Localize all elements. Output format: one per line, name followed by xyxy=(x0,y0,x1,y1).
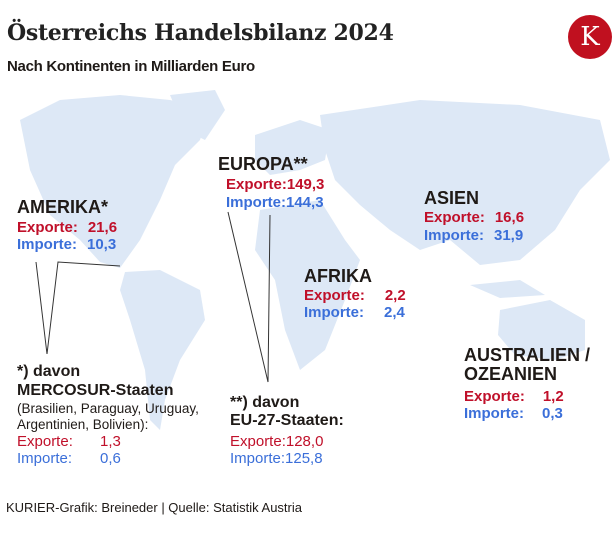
australien-heading: AUSTRALIEN / xyxy=(464,345,590,365)
mercosur-footnote-title: *) davon xyxy=(17,363,81,380)
africa-shape xyxy=(255,200,360,370)
kurier-logo: K xyxy=(568,15,612,59)
afrika-exports: Exporte: 2,2 xyxy=(304,287,406,304)
mercosur-countries-line2: Argentinien, Bolivien): xyxy=(17,417,149,432)
export-label: Exporte: xyxy=(17,219,78,236)
export-label: Exporte: xyxy=(424,209,485,226)
north-america-shape xyxy=(20,95,210,268)
australia-shape xyxy=(498,300,585,360)
export-value: 149,3 xyxy=(286,176,325,193)
export-label: Exporte: xyxy=(226,176,287,193)
export-value: 1,2 xyxy=(542,388,564,405)
europe-shape xyxy=(255,120,330,175)
europa-imports: Importe:144,3 xyxy=(226,194,324,211)
import-label: Importe: xyxy=(304,304,364,321)
import-value: 2,4 xyxy=(384,304,405,321)
mercosur-imports: Importe: 0,6 xyxy=(17,450,121,467)
asia-shape xyxy=(320,100,610,265)
import-label: Importe: xyxy=(17,236,77,253)
page-title: Österreichs Handelsbilanz 2024 xyxy=(7,20,394,46)
import-value: 125,8 xyxy=(285,450,323,467)
mercosur-countries-line1: (Brasilien, Paraguay, Uruguay, xyxy=(17,401,199,416)
import-value: 144,3 xyxy=(286,194,324,211)
import-label: Importe: xyxy=(230,450,286,467)
europa-leader-line xyxy=(227,211,271,383)
amerika-exports: Exporte: 21,6 xyxy=(17,219,117,236)
greenland-shape xyxy=(170,90,225,140)
export-value: 21,6 xyxy=(87,219,118,236)
export-label: Exporte: xyxy=(304,287,365,304)
asien-exports: Exporte: 16,6 xyxy=(424,209,524,226)
south-america-shape xyxy=(120,270,205,430)
amerika-imports: Importe: 10,3 xyxy=(17,236,116,253)
export-label: Exporte: xyxy=(17,433,73,450)
asien-imports: Importe: 31,9 xyxy=(424,227,523,244)
page-subtitle: Nach Kontinenten in Milliarden Euro xyxy=(7,58,255,75)
eu27-imports: Importe:125,8 xyxy=(230,450,323,467)
export-label: Exporte: xyxy=(230,433,286,450)
eu27-exports: Exporte:128,0 xyxy=(230,433,323,450)
mercosur-footnote-heading: MERCOSUR-Staaten xyxy=(17,382,174,399)
source-footer: KURIER-Grafik: Breineder | Quelle: Stati… xyxy=(6,500,302,515)
europa-exports: Exporte:149,3 xyxy=(226,176,324,193)
import-value: 0,3 xyxy=(542,405,563,422)
export-value: 128,0 xyxy=(285,433,324,450)
import-label: Importe: xyxy=(464,405,524,422)
mercosur-exports: Exporte: 1,3 xyxy=(17,433,121,450)
export-value: 16,6 xyxy=(494,209,525,226)
import-value: 10,3 xyxy=(87,236,117,253)
import-value: 0,6 xyxy=(100,450,121,467)
ozeanien-heading: OZEANIEN xyxy=(464,364,558,384)
export-value: 2,2 xyxy=(384,287,406,304)
import-value: 31,9 xyxy=(494,227,524,244)
eu27-footnote-title: **) davon xyxy=(230,394,300,411)
australien-imports: Importe: 0,3 xyxy=(464,405,563,422)
europa-heading: EUROPA** xyxy=(218,154,308,174)
australien-exports: Exporte: 1,2 xyxy=(464,388,564,405)
indonesia-shape xyxy=(470,280,545,298)
export-value: 1,3 xyxy=(100,433,121,450)
amerika-leader-line xyxy=(35,261,121,355)
import-label: Importe: xyxy=(424,227,484,244)
afrika-imports: Importe: 2,4 xyxy=(304,304,405,321)
afrika-heading: AFRIKA xyxy=(304,266,372,286)
eu27-footnote-heading: EU-27-Staaten: xyxy=(230,412,344,429)
import-label: Importe: xyxy=(17,450,73,467)
amerika-heading: AMERIKA* xyxy=(17,197,109,217)
export-label: Exporte: xyxy=(464,388,525,405)
asien-heading: ASIEN xyxy=(424,188,480,208)
import-label: Importe: xyxy=(226,194,286,211)
